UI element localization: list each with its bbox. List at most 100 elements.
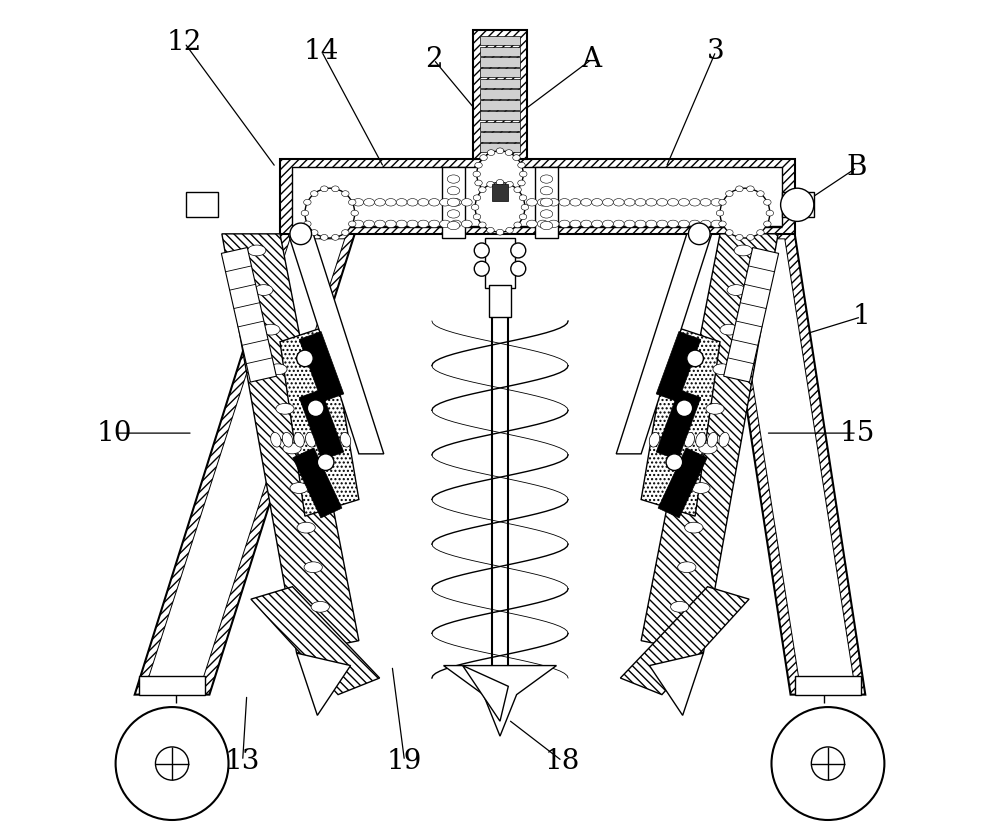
Ellipse shape: [447, 198, 460, 207]
Ellipse shape: [496, 229, 504, 235]
Ellipse shape: [581, 198, 592, 206]
Ellipse shape: [668, 220, 678, 227]
Ellipse shape: [657, 220, 668, 227]
Ellipse shape: [540, 210, 553, 218]
Polygon shape: [656, 390, 701, 460]
Ellipse shape: [364, 220, 374, 227]
Polygon shape: [280, 325, 359, 516]
Ellipse shape: [613, 198, 624, 206]
Ellipse shape: [349, 199, 356, 205]
Ellipse shape: [689, 220, 700, 227]
Ellipse shape: [506, 227, 513, 233]
Ellipse shape: [496, 148, 504, 154]
Ellipse shape: [475, 162, 482, 168]
Ellipse shape: [479, 222, 486, 227]
Circle shape: [297, 350, 313, 367]
Ellipse shape: [320, 198, 331, 206]
Ellipse shape: [276, 403, 294, 414]
Ellipse shape: [733, 220, 744, 227]
Ellipse shape: [649, 432, 660, 447]
Ellipse shape: [518, 180, 525, 186]
Ellipse shape: [297, 522, 315, 533]
Text: 2: 2: [425, 46, 442, 73]
Bar: [782, 192, 814, 217]
Ellipse shape: [719, 221, 726, 227]
Ellipse shape: [635, 198, 646, 206]
Polygon shape: [288, 234, 384, 454]
Ellipse shape: [736, 234, 743, 240]
Ellipse shape: [342, 198, 353, 206]
Bar: [186, 192, 218, 217]
Ellipse shape: [375, 198, 385, 206]
Polygon shape: [222, 234, 359, 653]
Ellipse shape: [471, 204, 479, 210]
Polygon shape: [473, 31, 527, 159]
Ellipse shape: [559, 198, 570, 206]
Polygon shape: [649, 653, 703, 716]
Ellipse shape: [461, 198, 472, 206]
Ellipse shape: [304, 561, 322, 572]
Text: 14: 14: [304, 37, 339, 65]
Ellipse shape: [679, 198, 689, 206]
Ellipse shape: [540, 175, 553, 183]
Ellipse shape: [537, 220, 548, 227]
Ellipse shape: [283, 443, 301, 454]
Circle shape: [687, 350, 703, 367]
Polygon shape: [480, 132, 520, 142]
Polygon shape: [480, 47, 520, 56]
Ellipse shape: [706, 403, 724, 414]
Ellipse shape: [692, 482, 710, 493]
Circle shape: [676, 400, 693, 416]
Polygon shape: [463, 666, 508, 721]
Ellipse shape: [248, 245, 266, 256]
Ellipse shape: [757, 191, 764, 197]
Ellipse shape: [700, 220, 711, 227]
Circle shape: [116, 707, 229, 820]
Ellipse shape: [332, 186, 339, 192]
Polygon shape: [280, 159, 795, 234]
Ellipse shape: [271, 432, 281, 447]
Ellipse shape: [304, 199, 311, 205]
Ellipse shape: [520, 171, 527, 177]
Polygon shape: [480, 111, 520, 120]
Ellipse shape: [351, 210, 358, 216]
Ellipse shape: [473, 195, 481, 201]
Ellipse shape: [269, 364, 287, 375]
Ellipse shape: [447, 175, 460, 183]
Ellipse shape: [290, 482, 308, 493]
Polygon shape: [480, 143, 520, 152]
Ellipse shape: [487, 150, 495, 156]
Polygon shape: [444, 666, 556, 736]
Ellipse shape: [678, 561, 696, 572]
Bar: [485, 238, 515, 288]
Ellipse shape: [255, 285, 273, 296]
Ellipse shape: [726, 191, 733, 197]
Polygon shape: [135, 234, 355, 695]
Ellipse shape: [329, 432, 339, 447]
Circle shape: [688, 223, 710, 245]
Ellipse shape: [473, 171, 480, 177]
Ellipse shape: [657, 198, 668, 206]
Ellipse shape: [679, 220, 689, 227]
Circle shape: [781, 188, 814, 222]
Ellipse shape: [451, 220, 461, 227]
Polygon shape: [658, 448, 707, 518]
Bar: [795, 676, 861, 695]
Ellipse shape: [396, 198, 407, 206]
Text: 18: 18: [545, 747, 580, 775]
Polygon shape: [656, 332, 701, 402]
Text: A: A: [581, 46, 601, 73]
Ellipse shape: [592, 198, 602, 206]
Ellipse shape: [487, 227, 494, 233]
Ellipse shape: [513, 155, 520, 161]
Ellipse shape: [699, 443, 717, 454]
Ellipse shape: [331, 220, 342, 227]
Ellipse shape: [447, 222, 460, 230]
Ellipse shape: [353, 198, 364, 206]
Polygon shape: [221, 247, 276, 382]
Ellipse shape: [720, 324, 738, 335]
Ellipse shape: [518, 162, 525, 168]
Ellipse shape: [603, 220, 613, 227]
Ellipse shape: [375, 220, 385, 227]
Ellipse shape: [540, 187, 553, 195]
